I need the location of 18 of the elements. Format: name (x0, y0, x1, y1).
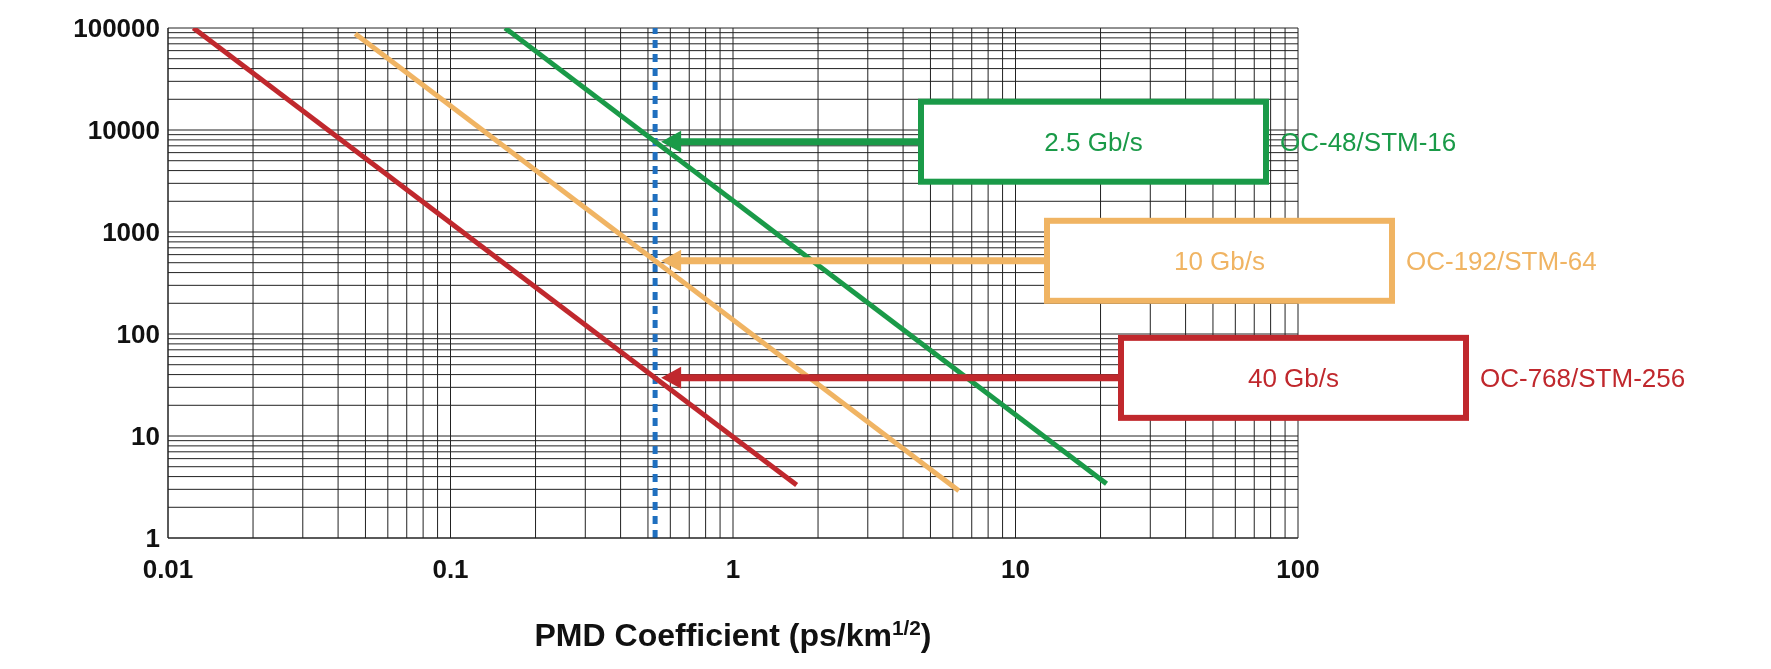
x-tick-label: 10 (1001, 554, 1030, 585)
y-tick-label: 10000 (87, 115, 160, 146)
y-tick-label: 10 (131, 421, 160, 452)
text: OC-192/STM-64 (1406, 245, 1597, 276)
y-tick-label: 100 (116, 319, 160, 350)
x-tick-label: 0.1 (432, 554, 469, 585)
x-tick-label: 0.01 (142, 554, 194, 585)
x-axis-title: PMD Coefficient (ps/km$^{1/2}$) (534, 615, 932, 653)
y-tick-label: 100000 (73, 13, 160, 44)
annotation: OC-48/STM-16 (1280, 126, 1457, 157)
y-tick-label: 1 (145, 523, 160, 554)
x-tick-label: 100 (1276, 554, 1320, 585)
y-tick-label: 1000 (102, 217, 160, 248)
annotation: 10 Gb/s (1173, 245, 1266, 276)
x-tick-label: 1 (725, 554, 741, 585)
text: OC-768/STM-256 (1480, 362, 1686, 393)
annotation: 40 Gb/s (1247, 362, 1340, 393)
annotation: 2.5 Gb/s (1044, 126, 1143, 157)
